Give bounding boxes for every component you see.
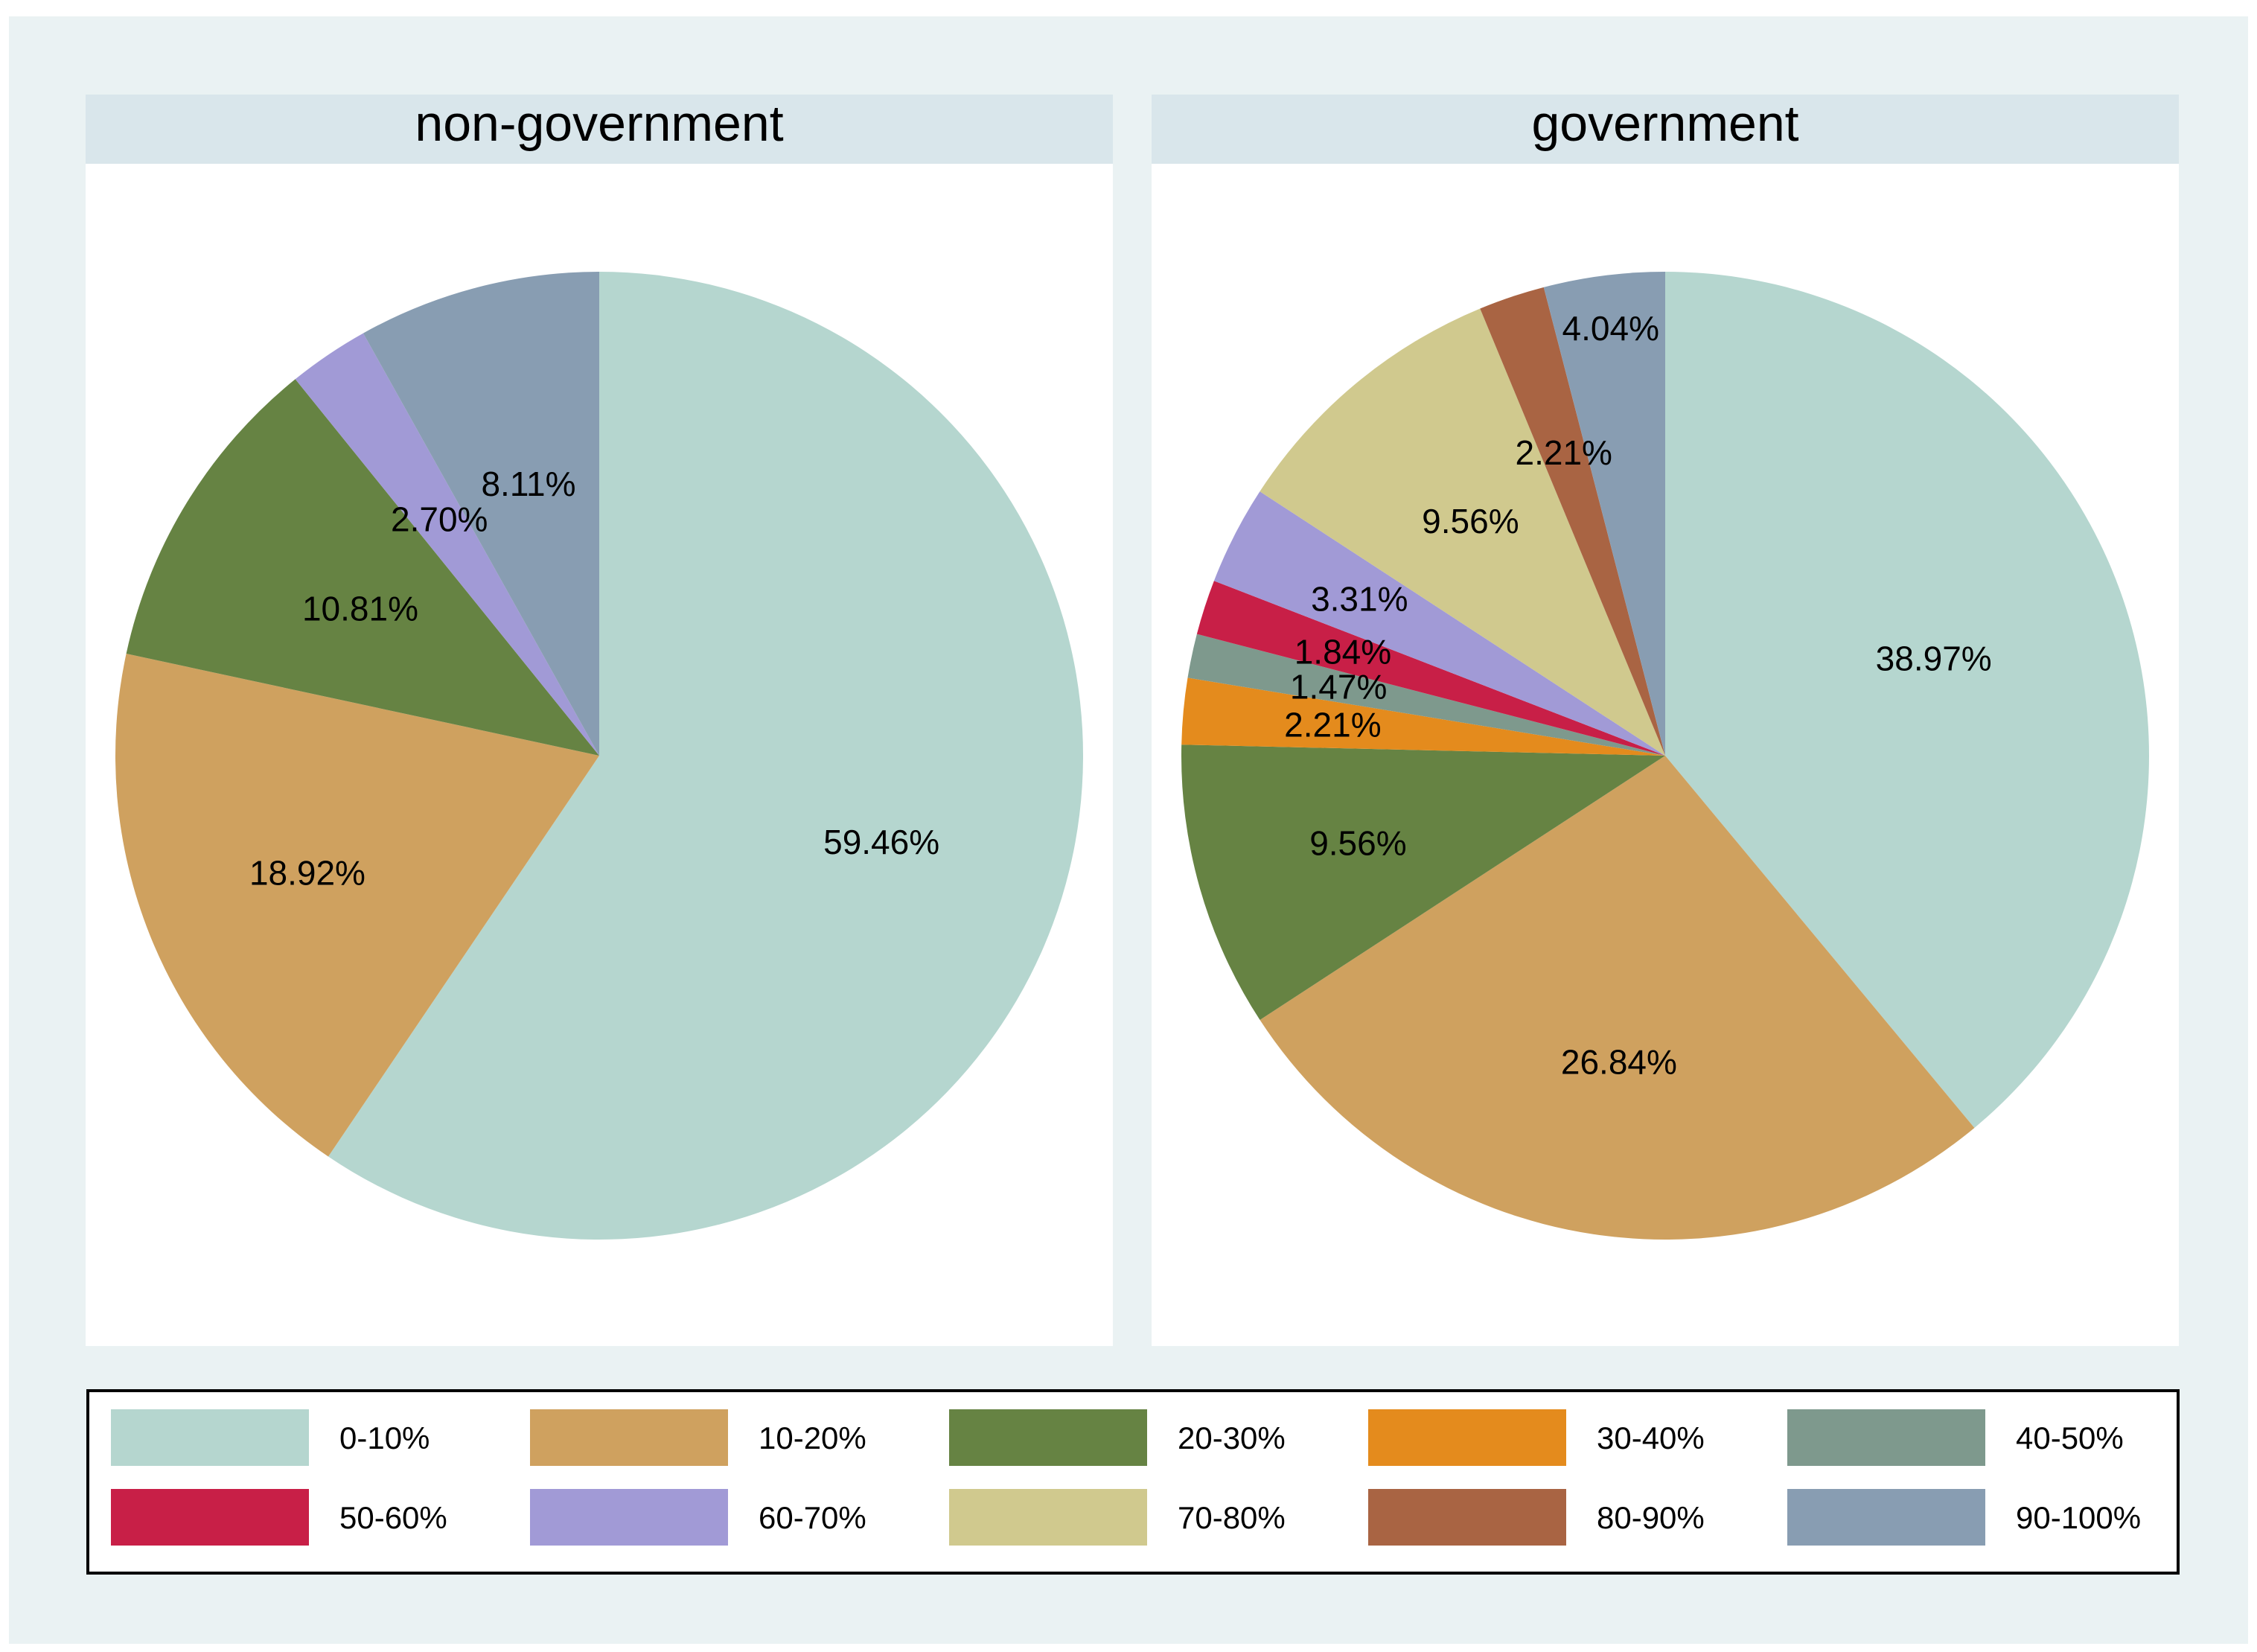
panel-title-government: government bbox=[1531, 95, 1798, 152]
slice-label-non-government-90-100: 8.11% bbox=[481, 465, 575, 503]
legend-swatch-0-10 bbox=[111, 1409, 309, 1466]
slice-label-non-government-10-20: 18.92% bbox=[249, 854, 365, 893]
slice-label-non-government-20-30: 10.81% bbox=[302, 589, 418, 628]
slice-label-non-government-60-70: 2.70% bbox=[391, 500, 488, 538]
pie-slice-government-0-10 bbox=[1665, 272, 2150, 1128]
legend: 0-10% 10-20% 20-30% 30-40% 40-50% 50-60% 60-70… bbox=[86, 1389, 2180, 1575]
legend-label-90-100: 90-100% bbox=[2016, 1500, 2141, 1535]
panel-header-non-government bbox=[86, 95, 1113, 164]
legend-swatch-10-20 bbox=[530, 1409, 728, 1466]
legend-item-70-80: 70-80% bbox=[949, 1489, 1286, 1546]
slice-label-government-20-30: 9.56% bbox=[1309, 824, 1406, 863]
panel-header-government bbox=[1152, 95, 2179, 164]
legend-item-10-20: 10-20% bbox=[530, 1409, 866, 1466]
legend-item-80-90: 80-90% bbox=[1368, 1489, 1705, 1546]
legend-item-40-50: 40-50% bbox=[1787, 1409, 2124, 1466]
legend-swatch-20-30 bbox=[949, 1409, 1147, 1466]
legend-item-20-30: 20-30% bbox=[949, 1409, 1286, 1466]
pie-slice-government-20-30 bbox=[1181, 744, 1665, 1021]
slice-label-government-60-70: 3.31% bbox=[1311, 580, 1408, 619]
pie-slice-non-government-60-70 bbox=[295, 333, 599, 756]
pie-government: 38.97%26.84%9.56%2.21%1.47%1.84%3.31%9.5… bbox=[1181, 272, 2150, 1240]
legend-label-80-90: 80-90% bbox=[1597, 1500, 1705, 1535]
pie-slice-government-60-70 bbox=[1213, 491, 1665, 756]
slice-label-government-0-10: 38.97% bbox=[1876, 640, 1992, 678]
slice-label-government-80-90: 2.21% bbox=[1516, 433, 1612, 472]
slice-label-government-40-50: 1.47% bbox=[1290, 667, 1387, 706]
legend-item-60-70: 60-70% bbox=[530, 1489, 866, 1546]
legend-label-60-70: 60-70% bbox=[759, 1500, 866, 1535]
legend-item-90-100: 90-100% bbox=[1787, 1489, 2141, 1546]
legend-item-50-60: 50-60% bbox=[111, 1489, 447, 1546]
legend-label-40-50: 40-50% bbox=[2016, 1420, 2124, 1455]
legend-swatch-30-40 bbox=[1368, 1409, 1566, 1466]
slice-label-government-50-60: 1.84% bbox=[1294, 632, 1391, 671]
legend-item-0-10: 0-10% bbox=[111, 1409, 430, 1466]
slice-label-government-10-20: 26.84% bbox=[1561, 1042, 1677, 1081]
legend-swatch-60-70 bbox=[530, 1489, 728, 1546]
legend-label-50-60: 50-60% bbox=[339, 1500, 447, 1535]
pie-slice-non-government-90-100 bbox=[363, 272, 599, 756]
panel-government: government 38.97%26.84%9.56%2.21%1.47%1.… bbox=[1152, 95, 2179, 1346]
pie-slice-government-30-40 bbox=[1181, 677, 1665, 756]
pie-slice-non-government-20-30 bbox=[126, 379, 600, 756]
pie-slice-non-government-10-20 bbox=[115, 653, 599, 1157]
legend-swatch-90-100 bbox=[1787, 1489, 1985, 1546]
pie-non-government: 59.46% 18.92% 10.81% 2.70%8.11% bbox=[115, 272, 1083, 1240]
panel-non-government: non-government 59.46% 18.92% 10.81% 2.70%8.… bbox=[86, 95, 1113, 1346]
legend-swatch-50-60 bbox=[111, 1489, 309, 1546]
pie-slice-non-government-0-10 bbox=[328, 272, 1083, 1240]
slice-label-non-government-0-10: 59.46% bbox=[823, 823, 939, 861]
legend-label-70-80: 70-80% bbox=[1178, 1500, 1286, 1535]
legend-items: 0-10% 10-20% 20-30% 30-40% 40-50% 50-60% 60-70… bbox=[111, 1409, 2141, 1546]
pie-slice-government-80-90 bbox=[1480, 287, 1665, 756]
slice-label-government-90-100: 4.04% bbox=[1562, 309, 1659, 348]
legend-label-20-30: 20-30% bbox=[1178, 1420, 1286, 1455]
slice-label-government-70-80: 9.56% bbox=[1422, 502, 1519, 540]
panel-title-non-government: non-government bbox=[415, 95, 783, 152]
pie-slice-government-40-50 bbox=[1187, 634, 1665, 756]
legend-label-10-20: 10-20% bbox=[759, 1420, 866, 1455]
legend-swatch-70-80 bbox=[949, 1489, 1147, 1546]
pie-slice-government-10-20 bbox=[1260, 756, 1975, 1240]
legend-label-0-10: 0-10% bbox=[339, 1420, 430, 1455]
slice-label-government-30-40: 2.21% bbox=[1284, 706, 1381, 744]
pie-slice-government-70-80 bbox=[1260, 308, 1665, 756]
legend-swatch-40-50 bbox=[1787, 1409, 1985, 1466]
legend-item-30-40: 30-40% bbox=[1368, 1409, 1705, 1466]
pie-slice-government-90-100 bbox=[1543, 272, 1665, 756]
pie-slice-government-50-60 bbox=[1196, 581, 1665, 756]
legend-label-30-40: 30-40% bbox=[1597, 1420, 1705, 1455]
legend-swatch-80-90 bbox=[1368, 1489, 1566, 1546]
